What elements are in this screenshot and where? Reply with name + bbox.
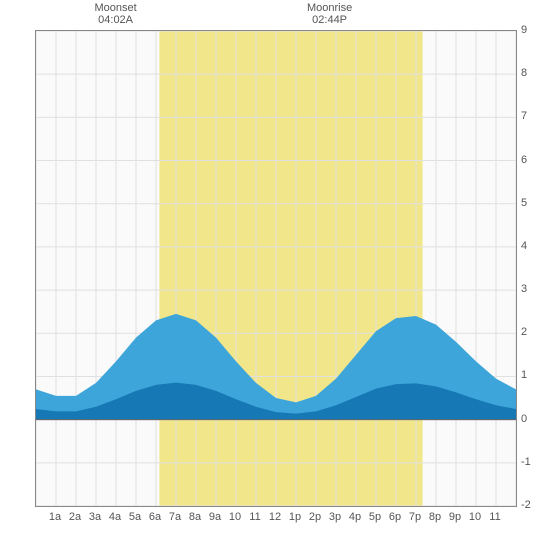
x-tick-label: 7p <box>409 511 421 523</box>
annotation-time: 02:44P <box>307 14 352 26</box>
moonset-annotation: Moonset04:02A <box>94 2 136 26</box>
plot-area <box>35 30 517 507</box>
x-tick-label: 4a <box>109 511 121 523</box>
x-tick-label: 9p <box>449 511 461 523</box>
y-tick-label: 7 <box>521 110 527 122</box>
x-tick-label: 6p <box>389 511 401 523</box>
x-tick-label: 5a <box>129 511 141 523</box>
chart-svg <box>36 31 516 506</box>
x-tick-label: 12 <box>269 511 281 523</box>
annotation-label: Moonrise <box>307 2 352 14</box>
y-tick-label: -2 <box>521 499 531 511</box>
tide-chart: -2-101234567891a2a3a4a5a6a7a8a9a1011121p… <box>0 0 550 550</box>
x-tick-label: 8p <box>429 511 441 523</box>
x-tick-label: 8a <box>189 511 201 523</box>
x-tick-label: 3a <box>89 511 101 523</box>
x-tick-label: 6a <box>149 511 161 523</box>
x-tick-label: 2a <box>69 511 81 523</box>
y-tick-label: -1 <box>521 456 531 468</box>
y-tick-label: 1 <box>521 369 527 381</box>
x-tick-label: 11 <box>249 511 260 523</box>
y-tick-label: 5 <box>521 197 527 209</box>
y-tick-label: 0 <box>521 413 527 425</box>
y-tick-label: 9 <box>521 24 527 36</box>
y-tick-label: 2 <box>521 326 527 338</box>
x-tick-label: 3p <box>329 511 341 523</box>
x-tick-label: 10 <box>469 511 481 523</box>
x-tick-label: 11 <box>489 511 500 523</box>
x-tick-label: 9a <box>209 511 221 523</box>
annotation-time: 04:02A <box>94 14 136 26</box>
x-tick-label: 2p <box>309 511 321 523</box>
x-tick-label: 1p <box>289 511 301 523</box>
y-tick-label: 8 <box>521 67 527 79</box>
y-tick-label: 6 <box>521 154 527 166</box>
x-tick-label: 1a <box>49 511 61 523</box>
x-tick-label: 10 <box>229 511 241 523</box>
annotation-label: Moonset <box>94 2 136 14</box>
x-tick-label: 5p <box>369 511 381 523</box>
y-tick-label: 4 <box>521 240 527 252</box>
moonrise-annotation: Moonrise02:44P <box>307 2 352 26</box>
y-tick-label: 3 <box>521 283 527 295</box>
x-tick-label: 4p <box>349 511 361 523</box>
x-tick-label: 7a <box>169 511 181 523</box>
